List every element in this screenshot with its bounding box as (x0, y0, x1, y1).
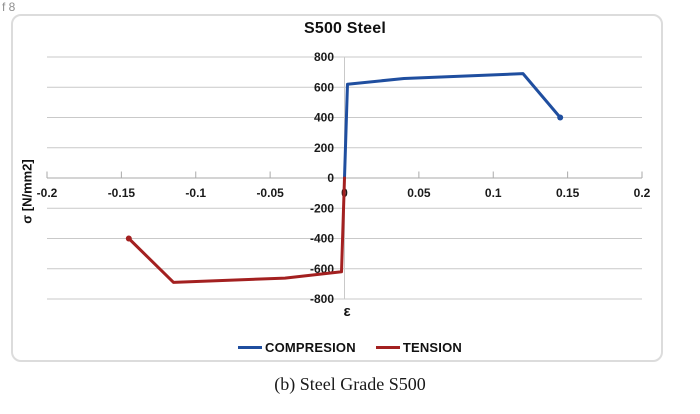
y-tick-label: -800 (310, 292, 334, 306)
chart-frame (11, 14, 663, 362)
tension-line-swatch (375, 346, 400, 349)
y-tick-label: -400 (310, 232, 334, 246)
chart-legend: COMPRESION TENSION (0, 340, 700, 355)
compression-line-swatch (237, 346, 262, 349)
x-tick-label: 0.15 (556, 186, 580, 200)
y-axis-title: σ [N/mm2] (19, 159, 35, 224)
series-end-marker-tension (125, 235, 132, 242)
y-tick-label: 200 (314, 141, 334, 155)
y-tick-label: 400 (314, 111, 334, 125)
x-axis-title: ε (343, 303, 351, 320)
y-tick-label: -200 (310, 201, 334, 215)
legend-item-compression: COMPRESION (237, 340, 356, 355)
y-tick-label: 800 (314, 50, 334, 64)
chart-title: S500 Steel (303, 20, 387, 37)
x-tick-label: 0.1 (485, 186, 502, 200)
x-tick-label: 0.05 (407, 186, 431, 200)
series-end-marker-compresion (557, 114, 564, 121)
x-tick-label: -0.1 (185, 186, 206, 200)
y-tick-label: 0 (327, 171, 334, 185)
x-tick-label: 0.2 (634, 186, 651, 200)
x-tick-label: -0.05 (256, 186, 284, 200)
figure-caption: (b) Steel Grade S500 (274, 374, 426, 394)
legend-item-tension: TENSION (375, 340, 463, 355)
x-tick-label: -0.2 (37, 186, 58, 200)
legend-label-compression: COMPRESION (264, 340, 356, 355)
series-line-compresion (343, 72, 562, 180)
page-number-fragment: f 8 (2, 0, 16, 14)
x-tick-label: -0.15 (108, 186, 136, 200)
legend-label-tension: TENSION (402, 340, 463, 355)
y-tick-label: 600 (314, 80, 334, 94)
series-line-tension (127, 176, 346, 284)
